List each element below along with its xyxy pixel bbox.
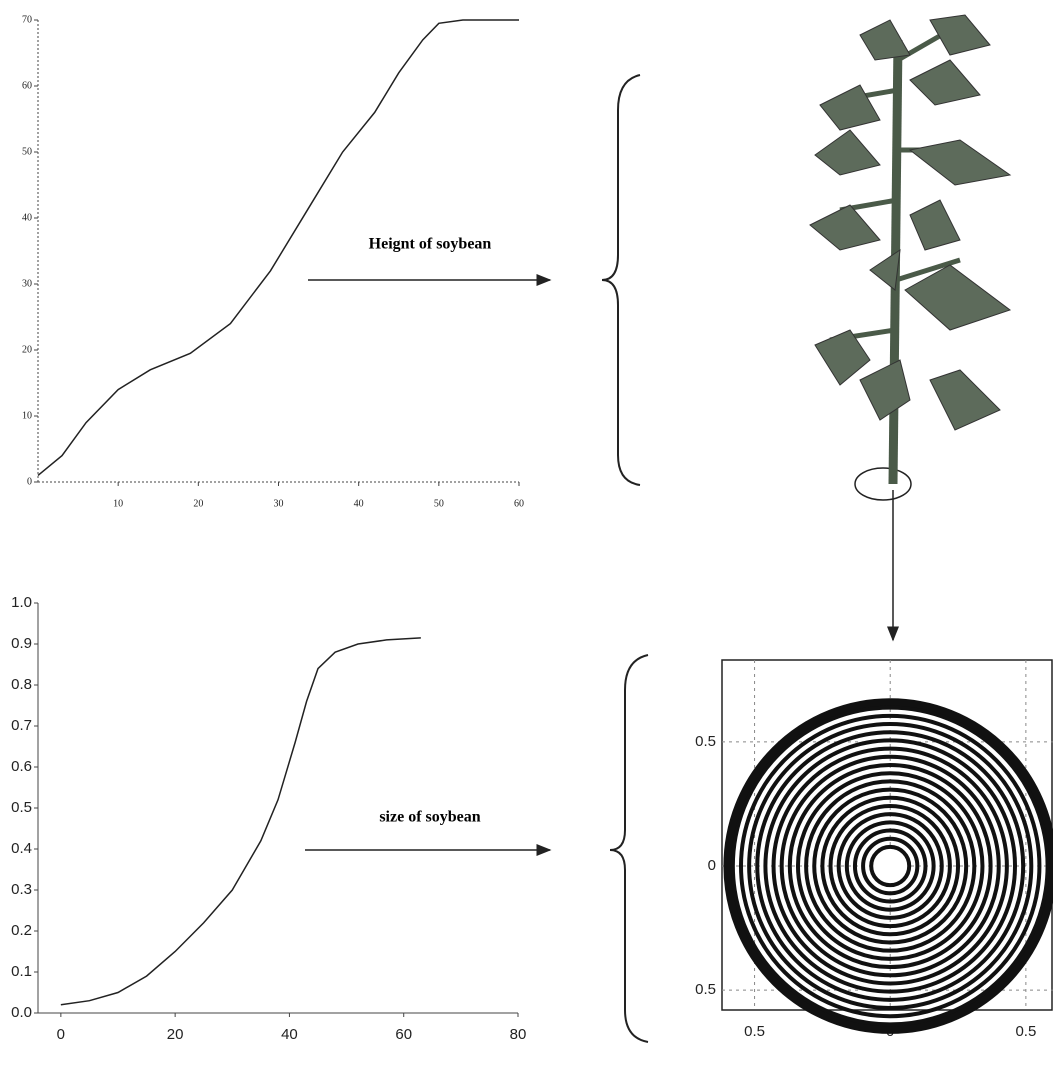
ring [795,771,985,961]
x-tick-label: 0.5 [744,1023,765,1040]
y-tick-label: 0.5 [11,799,32,816]
ring [804,779,977,953]
y-tick-label: 0.4 [11,840,32,857]
ring [723,698,1053,1034]
y-tick-label: 40 [22,212,32,223]
x-tick-label: 60 [514,498,524,509]
x-tick-label: 80 [510,1026,527,1043]
x-tick-label: 60 [395,1026,412,1043]
y-tick-label: 0.9 [11,635,32,652]
y-tick-label: 10 [22,410,32,421]
y-tick-label: 0.1 [11,963,32,980]
line-series [37,19,519,476]
x-tick-label: 40 [354,498,364,509]
y-tick-label: 1.0 [11,594,32,611]
x-tick-label: 10 [113,498,123,509]
ring [730,705,1050,1027]
brace [601,74,641,486]
x-tick-label: 50 [434,498,444,509]
y-tick-label: 50 [22,146,32,157]
y-tick-label: 60 [22,80,32,91]
y-tick-label: 0.3 [11,881,32,898]
annotation: Heignt of soybean [369,236,492,253]
plant-drawing [809,14,1012,501]
y-tick-label: 0.8 [11,676,32,693]
ring [828,803,952,929]
y-tick-label: 0.7 [11,717,32,734]
ring [779,754,1001,978]
ring [755,730,1026,1002]
x-tick-label: 20 [167,1026,184,1043]
y-tick-label: 30 [22,278,32,289]
ring [869,844,912,888]
ring [738,713,1042,1019]
ring [787,763,993,970]
y-tick-label: 0.6 [11,758,32,775]
y-tick-label: 70 [22,14,32,25]
x-tick-label: 30 [274,498,284,509]
x-tick-label: 0.5 [1015,1023,1036,1040]
line-series [60,637,421,1006]
ring [852,828,928,904]
ring [836,812,944,920]
y-tick-label: 0 [27,476,32,487]
ring [861,836,920,896]
ring [812,787,969,945]
y-tick-label: 0.0 [11,1004,32,1021]
x-tick-label: 40 [281,1026,298,1043]
y-tick-label: 0.5 [695,981,716,998]
x-tick-label: 0 [57,1026,65,1043]
y-tick-label: 0.5 [695,733,716,750]
y-tick-label: 0.2 [11,922,32,939]
ring [747,722,1034,1011]
x-tick-label: 20 [193,498,203,509]
ring [763,738,1018,994]
brace [609,654,649,1043]
y-tick-label: 0 [708,857,716,874]
y-tick-label: 20 [22,344,32,355]
charts: Heignt of soybean 0 10 20 30 40 50 60 70 10 20 30 40… [11,14,1053,1043]
ring [820,795,961,937]
ring [844,820,936,912]
annotation: size of soybean [379,809,480,826]
ring [771,746,1009,986]
